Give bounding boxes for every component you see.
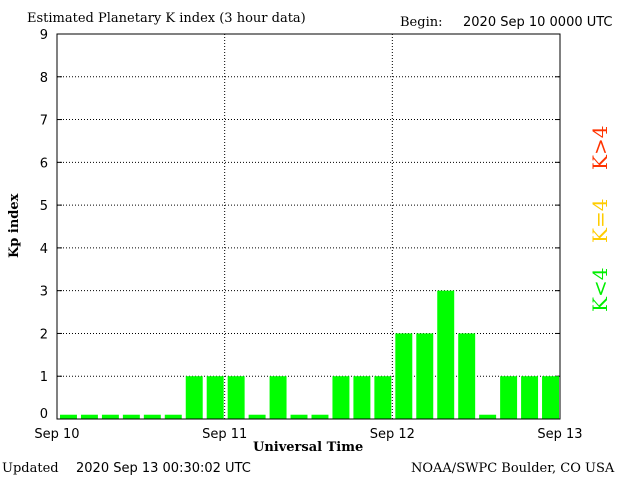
kp-bar — [290, 414, 308, 419]
updated-timestamp: 2020 Sep 13 00:30:02 UTC — [76, 461, 251, 476]
kp-bar — [437, 290, 455, 419]
y-tick-label: 3 — [40, 285, 48, 300]
y-tick-label: 0 — [40, 407, 48, 422]
kp-bar — [227, 376, 245, 419]
kp-bar — [143, 414, 161, 419]
kp-bar — [248, 414, 266, 419]
kp-bar — [206, 376, 224, 419]
y-tick-label: 7 — [40, 114, 48, 129]
begin-value: 2020 Sep 10 0000 UTC — [463, 15, 613, 30]
plot-frame — [56, 33, 561, 420]
chart-title: Estimated Planetary K index (3 hour data… — [27, 11, 306, 26]
kp-bar — [374, 376, 392, 419]
y-tick-label: 5 — [40, 199, 48, 214]
kp-bar — [122, 414, 140, 419]
kp-bar — [416, 333, 434, 419]
kp-bar — [395, 333, 413, 419]
kp-bar — [185, 376, 203, 419]
kp-bar — [311, 414, 329, 419]
kp-bar — [500, 376, 518, 419]
kp-bar — [479, 414, 497, 419]
kp-bar — [521, 376, 539, 419]
kp-bar — [458, 333, 476, 419]
kp-bar — [542, 376, 559, 419]
x-tick-label: Sep 10 — [34, 427, 79, 442]
y-tick-label: 8 — [40, 71, 48, 86]
legend-k-equals-4: K=4 — [588, 198, 612, 243]
y-tick-label: 2 — [40, 327, 48, 342]
legend-k-greater-than-4: K>4 — [588, 125, 612, 170]
y-tick-label: 6 — [40, 156, 48, 171]
credit-line: NOAA/SWPC Boulder, CO USA — [411, 461, 615, 476]
legend-k-less-than-4: K<4 — [588, 267, 612, 312]
x-tick-label: Sep 12 — [370, 427, 415, 442]
kp-bar — [60, 414, 77, 419]
begin-label: Begin: — [400, 15, 443, 30]
kp-bar — [164, 414, 182, 419]
kp-bar — [80, 414, 98, 419]
y-axis-label: Kp index — [7, 193, 22, 258]
y-tick-label: 9 — [40, 28, 48, 43]
y-tick-label: 1 — [40, 370, 48, 385]
y-tick-label: 4 — [40, 242, 48, 257]
x-axis-label: Universal Time — [253, 440, 364, 455]
kp-bar — [332, 376, 350, 419]
updated-label: Updated — [2, 461, 59, 476]
kp-bar — [353, 376, 371, 419]
x-tick-label: Sep 11 — [202, 427, 247, 442]
x-tick-label: Sep 13 — [537, 427, 582, 442]
kp-bar — [101, 414, 119, 419]
kp-bar — [269, 376, 287, 419]
